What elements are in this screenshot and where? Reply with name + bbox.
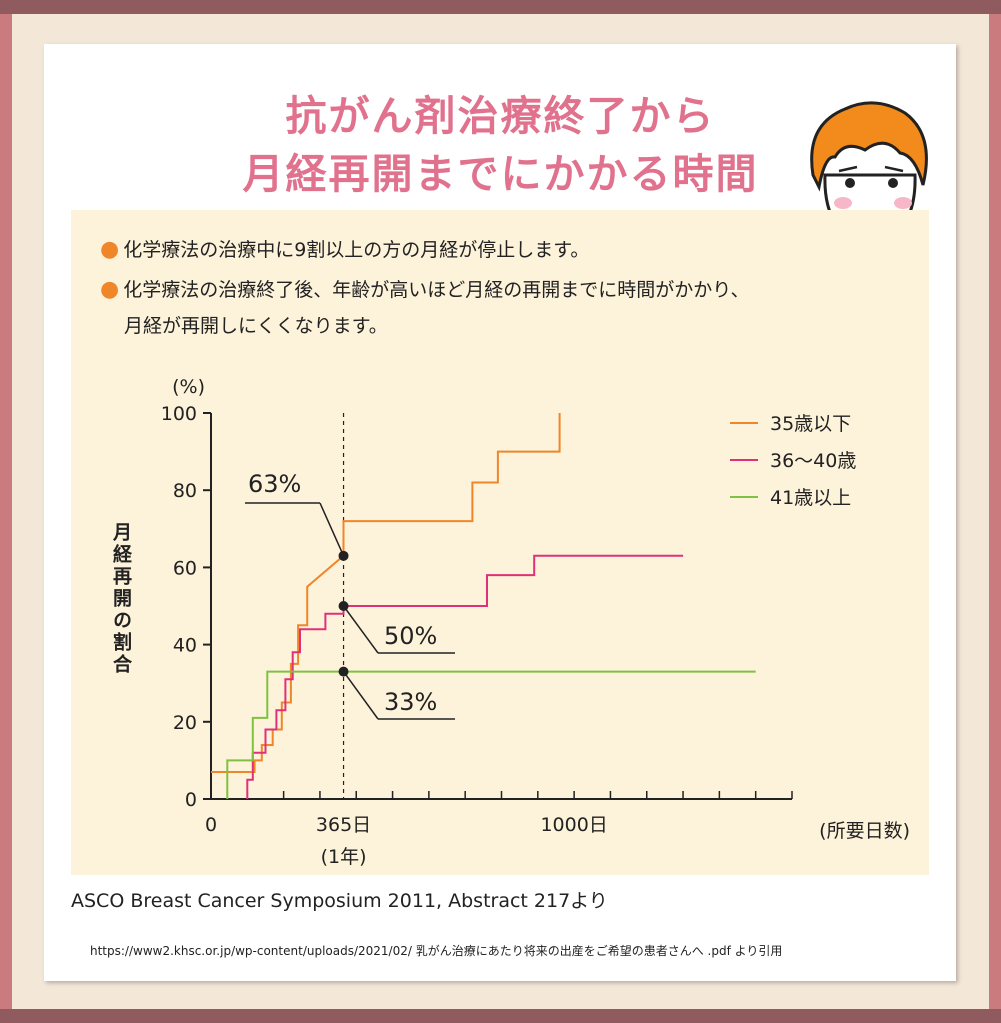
x-tick-sublabel: (1年): [321, 846, 367, 868]
bullet-1: ● 化学療法の治療中に9割以上の方の月経が停止します。: [100, 232, 589, 268]
annotation-leader: [342, 605, 379, 654]
frame-bottom: [0, 1009, 1001, 1023]
y-tick-label: 100: [161, 403, 197, 425]
bullet-2-continued: 月経が再開しにくくなります。: [124, 315, 388, 337]
frame-top: [0, 0, 1001, 14]
annotation-label: 50%: [384, 622, 437, 650]
y-tick-label: 0: [185, 789, 197, 811]
bullet-2: ● 化学療法の治療終了後、年齢が高いほど月経の再開までに時間がかかり、: [100, 272, 749, 308]
bullet-1-text: 化学療法の治療中に9割以上の方の月経が停止します。: [123, 239, 590, 261]
annotation-point: [338, 550, 349, 561]
series-line-2: [246, 554, 684, 799]
x-tick-label: 1000日: [540, 814, 607, 836]
title-line-2: 月経再開までにかかる時間: [242, 150, 759, 198]
title-line-1: 抗がん剤治療終了から: [285, 92, 716, 140]
annotation-point: [338, 601, 349, 611]
source-citation: ASCO Breast Cancer Symposium 2011, Abstr…: [71, 890, 608, 912]
annotation-leader: [342, 671, 379, 720]
y-tick-label: 60: [173, 557, 197, 579]
legend-label-2: 36〜40歳: [770, 450, 856, 472]
series-line-1: [211, 413, 561, 773]
legend-label-3: 41歳以上: [770, 487, 851, 509]
x-tick-label: 0: [205, 814, 217, 836]
series-line-3: [226, 670, 756, 799]
y-tick-label: 80: [173, 480, 197, 502]
content-panel: [71, 210, 929, 875]
x-tick-label: 365日: [316, 814, 371, 836]
y-axis-label: 月経再開の割合: [110, 522, 132, 676]
annotation-label: 33%: [384, 688, 437, 716]
annotation-leader: [319, 502, 345, 557]
y-tick-label: 40: [173, 635, 197, 657]
bullet-marker: ●: [100, 277, 120, 302]
annotation-label: 63%: [248, 470, 301, 498]
bullet-marker: ●: [100, 237, 120, 262]
source-url: https://www2.khsc.or.jp/wp-content/uploa…: [90, 944, 783, 958]
x-axis-label: (所要日数): [819, 820, 910, 842]
bullet-2-text: 化学療法の治療終了後、年齢が高いほど月経の再開までに時間がかかり、: [123, 279, 750, 301]
y-tick-label: 20: [173, 712, 197, 734]
y-unit-label: (%): [172, 376, 205, 398]
annotation-point: [338, 666, 349, 677]
legend-label-1: 35歳以下: [770, 413, 851, 435]
